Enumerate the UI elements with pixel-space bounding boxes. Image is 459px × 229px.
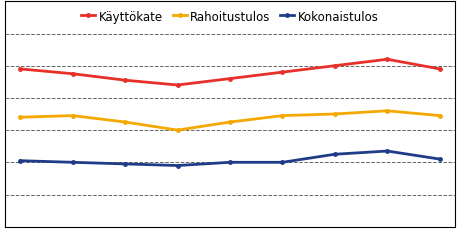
Rahoitustulos — [436, 115, 442, 117]
Käyttökate — [436, 68, 442, 71]
Kokonaistulos — [17, 160, 23, 162]
Legend: Käyttökate, Rahoitustulos, Kokonaistulos: Käyttökate, Rahoitustulos, Kokonaistulos — [79, 8, 380, 26]
Rahoitustulos — [122, 121, 128, 124]
Rahoitustulos — [174, 129, 180, 132]
Line: Käyttökate: Käyttökate — [18, 58, 441, 87]
Line: Rahoitustulos: Rahoitustulos — [18, 109, 441, 132]
Käyttökate — [122, 79, 128, 82]
Käyttökate — [279, 71, 285, 74]
Line: Kokonaistulos: Kokonaistulos — [18, 150, 441, 168]
Rahoitustulos — [279, 115, 285, 117]
Rahoitustulos — [70, 115, 75, 117]
Kokonaistulos — [436, 158, 442, 161]
Kokonaistulos — [384, 150, 389, 153]
Kokonaistulos — [331, 153, 337, 156]
Kokonaistulos — [174, 164, 180, 167]
Rahoitustulos — [331, 113, 337, 116]
Käyttökate — [17, 68, 23, 71]
Kokonaistulos — [122, 163, 128, 166]
Kokonaistulos — [279, 161, 285, 164]
Rahoitustulos — [227, 121, 232, 124]
Rahoitustulos — [384, 110, 389, 113]
Käyttökate — [331, 65, 337, 68]
Rahoitustulos — [17, 116, 23, 119]
Käyttökate — [70, 73, 75, 76]
Kokonaistulos — [70, 161, 75, 164]
Käyttökate — [227, 78, 232, 81]
Käyttökate — [174, 84, 180, 87]
Käyttökate — [384, 59, 389, 61]
Kokonaistulos — [227, 161, 232, 164]
